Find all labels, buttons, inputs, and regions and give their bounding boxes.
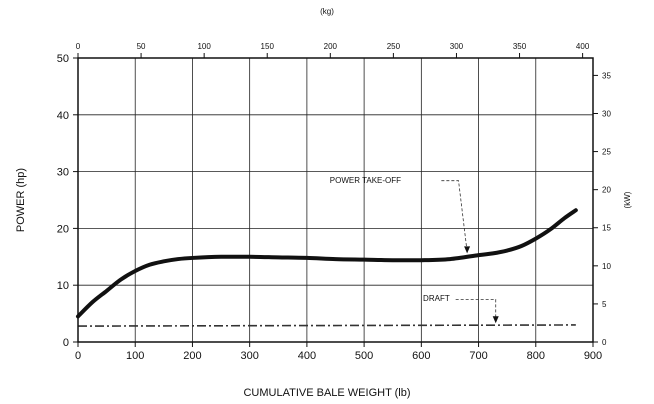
y2-tick-label: 0 [602,338,607,347]
x-tick-label: 800 [527,350,545,362]
power-take-off-label: POWER TAKE-OFF [330,176,401,185]
x-tick-label: 700 [469,350,487,362]
y-tick-label: 0 [63,337,69,349]
y2-tick-label: 10 [602,262,611,271]
x2-axis-title: (kg) [320,7,334,16]
x2-tick-label: 250 [387,42,401,51]
x-tick-label: 0 [75,350,81,362]
grid [78,58,593,342]
y-axis-title: POWER (hp) [15,168,27,232]
annotations: POWER TAKE-OFF DRAFT [330,176,499,324]
x2-tick-label: 300 [450,42,464,51]
x-tick-label: 400 [298,350,316,362]
x-tick-label: 600 [412,350,430,362]
x-tick-label: 900 [584,350,602,362]
draft-label: DRAFT [423,294,450,303]
power-take-off-leader [441,180,468,252]
y2-tick-label: 15 [602,224,611,233]
x-axis-title: CUMULATIVE BALE WEIGHT (lb) [243,387,410,399]
power-take-off-arrowhead [464,246,471,254]
x2-tick-label: 150 [261,42,275,51]
x2-tick-label: 50 [137,42,146,51]
y2-axis-title: (kW) [623,191,632,208]
x-tick-label: 100 [126,350,144,362]
x-tick-label: 500 [355,350,373,362]
y2-tick-label: 30 [602,109,611,118]
y2-tick-label: 20 [602,186,611,195]
y2-tick-label: 5 [602,300,607,309]
y2-tick-label: 25 [602,148,611,157]
x2-tick-label: 0 [76,42,81,51]
x2-tick-label: 100 [197,42,211,51]
y-tick-label: 20 [57,223,69,235]
x2-tick-label: 200 [324,42,338,51]
draft-arrowhead [492,316,499,324]
x2-tick-label: 350 [513,42,527,51]
y-tick-label: 10 [57,280,69,292]
power-take-off-series-line [76,208,578,319]
y-tick-label: 50 [57,53,69,65]
x-tick-label: 300 [240,350,258,362]
x-tick-label: 200 [183,350,201,362]
plot-frame [77,57,594,343]
y-tick-label: 40 [57,110,69,122]
draft-line [77,324,576,327]
draft-leader [455,299,497,322]
power-take-off-line [76,208,578,319]
y-tick-label: 30 [57,167,69,179]
y2-tick-label: 35 [602,71,611,80]
axis-ticks: 0 100 200 300 400 500 600 700 800 900010203040500… [57,42,612,362]
plot-area [78,58,593,342]
draft-series-line [77,324,576,327]
x2-tick-label: 400 [576,42,590,51]
